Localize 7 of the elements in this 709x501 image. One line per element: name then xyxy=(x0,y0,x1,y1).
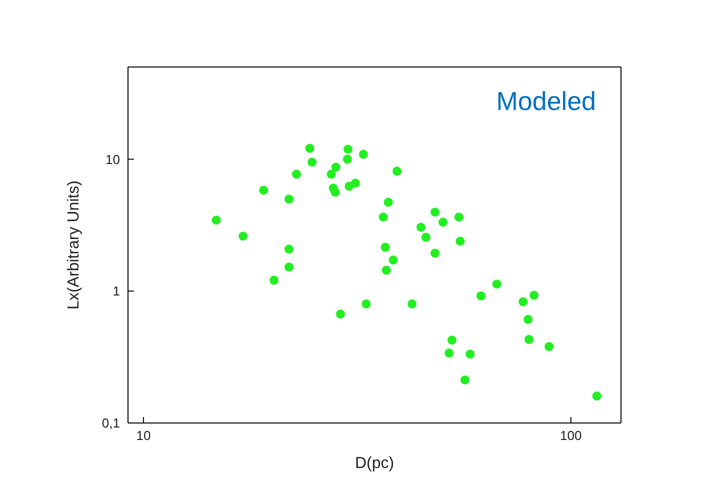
x-tick-label: 100 xyxy=(560,428,582,444)
y-axis-title: Lx(Arbitrary Units) xyxy=(66,180,83,310)
y-tick-label: 0,1 xyxy=(102,416,120,431)
y-tick-label: 10 xyxy=(106,152,120,167)
x-axis-title: D(pc) xyxy=(354,455,394,472)
y-tick-label: 1 xyxy=(112,284,120,299)
annotation: Modeled xyxy=(496,86,596,117)
